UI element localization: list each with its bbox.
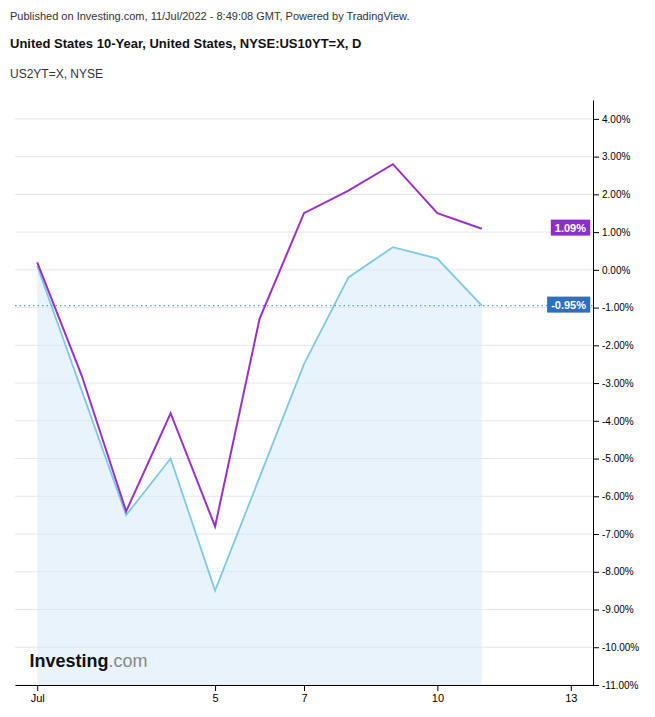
y-tick-mark [593,534,599,535]
y-tick-mark [593,157,599,158]
y-tick: 3.00% [593,151,630,162]
grid-line [15,269,593,270]
x-tick: Jul [31,685,45,704]
y-tick-mark [593,232,599,233]
y-tick-label: 1.00% [602,227,630,238]
grid-line [15,118,593,119]
y-tick-mark [593,572,599,573]
subtitle: US2YT=X, NYSE [10,67,103,81]
x-tick-mark [571,685,572,691]
x-tick-mark [215,685,216,691]
y-tick-mark [593,119,599,120]
y-tick-mark [593,383,599,384]
y-tick-mark [593,421,599,422]
y-tick: -7.00% [593,529,634,540]
y-tick: -10.00% [593,642,639,653]
y-tick-mark [593,345,599,346]
value-label-box [547,297,590,313]
x-tick-mark [437,685,438,691]
grid-line [15,232,593,233]
y-tick-label: -6.00% [602,491,634,502]
y-tick-label: -3.00% [602,378,634,389]
value-label-box [551,220,590,236]
grid-line [15,345,593,346]
y-tick: 4.00% [593,114,630,125]
y-tick-mark [593,685,599,686]
x-axis: Jul 5 7 10 13 [16,685,594,704]
grid-line [15,194,593,195]
grid [15,119,593,685]
y-tick-label: -7.00% [602,529,634,540]
y-tick-label: -2.00% [602,340,634,351]
reference-line [15,305,593,306]
y-tick-label: 3.00% [602,151,630,162]
chart: Published on Investing.com, 11/Jul/2022 … [0,0,655,717]
y-tick: 0.00% [593,265,630,276]
y-tick: -11.00% [593,680,639,691]
y-tick-label: 4.00% [602,114,630,125]
y-axis-line [593,101,594,686]
y-tick-label: -5.00% [602,453,634,464]
value-label-text: -0.95% [551,299,586,311]
y-tick: -9.00% [593,604,634,615]
y-tick: -5.00% [593,453,634,464]
y-tick-label: -8.00% [602,566,634,577]
x-tick-label: 13 [565,692,577,704]
x-tick: 10 [432,685,444,704]
watermark: Investing [29,651,108,671]
header-note: Published on Investing.com, 11/Jul/2022 … [10,10,410,22]
y-tick-label: -11.00% [602,680,639,691]
y-tick-mark [593,647,599,648]
x-tick: 13 [565,685,577,704]
y-tick-label: -1.00% [602,302,634,313]
y-tick: -6.00% [593,491,634,502]
grid-line [15,156,593,157]
title: United States 10-Year, United States, NY… [10,36,361,51]
line [37,247,482,590]
line [37,164,482,526]
x-tick-mark [37,685,38,691]
x-tick-label: 10 [432,692,444,704]
y-axis: 4.00% 3.00% 2.00% 1.00% 0.00% -1.00% -2.00% -3.… [593,101,639,691]
y-tick: -2.00% [593,340,634,351]
y-tick-label: -4.00% [602,416,634,427]
y-tick-mark [593,270,599,271]
x-tick-label: 7 [301,692,307,704]
y-tick: 1.00% [593,227,630,238]
y-tick-mark [593,194,599,195]
y-tick: -8.00% [593,566,634,577]
value-label: -0.95% [547,297,590,313]
y-tick: -4.00% [593,416,634,427]
y-tick-mark [593,308,599,309]
y-tick-label: 0.00% [602,265,630,276]
x-tick-mark [304,685,305,691]
x-tick-label: Jul [31,692,45,704]
y-tick: 2.00% [593,189,630,200]
grid-line [15,307,593,308]
plot: 4.00% 3.00% 2.00% 1.00% 0.00% -1.00% -2.00% -3.… [15,101,639,704]
watermark: .com [108,651,147,671]
y-tick-mark [593,610,599,611]
x-tick: 5 [213,685,219,704]
y-tick: -3.00% [593,378,634,389]
y-tick-mark [593,459,599,460]
value-label-text: 1.09% [555,222,586,234]
y-tick-mark [593,496,599,497]
x-tick-label: 5 [213,692,219,704]
marks [15,164,593,685]
value-label: 1.09% [551,220,590,236]
x-tick: 7 [301,685,307,704]
y-tick: -1.00% [593,302,634,313]
y-tick-label: 2.00% [602,189,630,200]
y-tick-label: -10.00% [602,642,639,653]
y-tick-label: -9.00% [602,604,634,615]
area-fill [37,247,482,685]
